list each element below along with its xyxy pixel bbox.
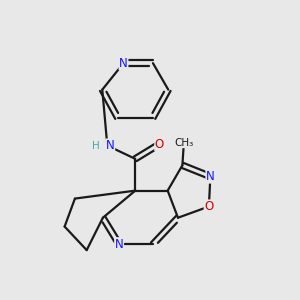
Text: N: N	[206, 170, 215, 183]
Text: CH₃: CH₃	[174, 138, 194, 148]
Text: N: N	[115, 238, 124, 251]
Text: N: N	[106, 139, 115, 152]
Text: H: H	[92, 141, 100, 151]
Text: O: O	[204, 200, 214, 213]
Text: N: N	[119, 57, 128, 70]
Text: O: O	[155, 138, 164, 151]
